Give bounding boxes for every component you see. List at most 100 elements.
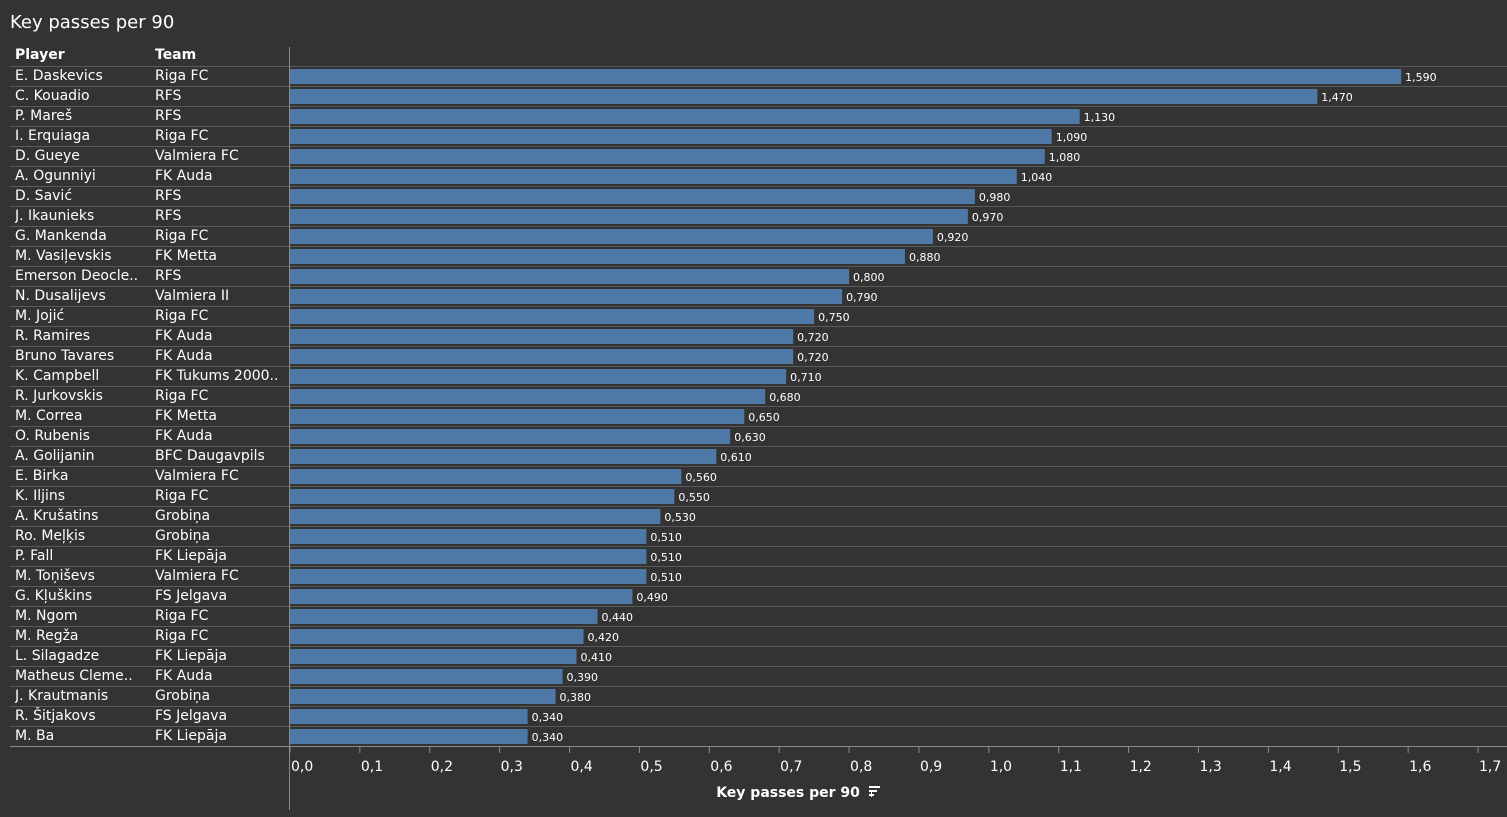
player-name[interactable]: R. Šitjakovs <box>15 708 96 724</box>
bar[interactable] <box>290 389 766 404</box>
bar[interactable] <box>290 369 787 384</box>
bar[interactable] <box>290 689 556 704</box>
team-name[interactable]: Riga FC <box>155 388 209 404</box>
bar[interactable] <box>290 629 584 644</box>
column-header-player[interactable]: Player <box>15 47 65 63</box>
player-name[interactable]: G. Mankenda <box>15 228 107 244</box>
team-name[interactable]: FK Liepāja <box>155 648 227 664</box>
bar[interactable] <box>290 609 598 624</box>
bar[interactable] <box>290 669 563 684</box>
bar[interactable] <box>290 469 682 484</box>
team-name[interactable]: FK Auda <box>155 328 213 344</box>
bar[interactable] <box>290 549 647 564</box>
bar[interactable] <box>290 109 1080 124</box>
bar[interactable] <box>290 289 843 304</box>
team-name[interactable]: RFS <box>155 108 182 124</box>
team-name[interactable]: FK Liepāja <box>155 728 227 744</box>
player-name[interactable]: I. Erquiaga <box>15 128 91 144</box>
bar[interactable] <box>290 449 717 464</box>
team-name[interactable]: FS Jelgava <box>155 708 228 724</box>
team-name[interactable]: Grobiņa <box>155 508 211 524</box>
player-name[interactable]: M. Jojić <box>15 308 65 324</box>
player-name[interactable]: A. Golijanin <box>15 448 95 464</box>
bar[interactable] <box>290 569 647 584</box>
team-name[interactable]: Riga FC <box>155 608 209 624</box>
team-name[interactable]: Valmiera FC <box>155 568 239 584</box>
sort-descending-icon[interactable] <box>868 785 881 801</box>
bar[interactable] <box>290 169 1017 184</box>
team-name[interactable]: FK Auda <box>155 168 213 184</box>
team-name[interactable]: Grobiņa <box>155 528 211 544</box>
bar[interactable] <box>290 649 577 664</box>
bar[interactable] <box>290 729 528 744</box>
player-name[interactable]: R. Ramires <box>15 328 91 344</box>
player-name[interactable]: Emerson Deocle.. <box>15 268 139 284</box>
team-name[interactable]: RFS <box>155 188 182 204</box>
team-name[interactable]: Valmiera FC <box>155 468 239 484</box>
player-name[interactable]: A. Ogunniyi <box>15 168 96 184</box>
bar[interactable] <box>290 249 905 264</box>
bar[interactable] <box>290 509 661 524</box>
bar[interactable] <box>290 129 1052 144</box>
team-name[interactable]: Riga FC <box>155 308 209 324</box>
team-name[interactable]: BFC Daugavpils <box>155 448 265 464</box>
player-name[interactable]: Ro. Meļķis <box>15 528 86 544</box>
player-name[interactable]: D. Gueye <box>15 148 80 164</box>
team-name[interactable]: FK Metta <box>155 248 217 264</box>
team-name[interactable]: FK Auda <box>155 668 213 684</box>
team-name[interactable]: FS Jelgava <box>155 588 228 604</box>
player-name[interactable]: A. Krušatins <box>15 508 99 524</box>
bar[interactable] <box>290 189 975 204</box>
player-name[interactable]: P. Fall <box>15 548 54 564</box>
team-name[interactable]: Riga FC <box>155 628 209 644</box>
player-name[interactable]: K. Campbell <box>15 368 100 384</box>
team-name[interactable]: FK Tukums 2000.. <box>155 368 279 384</box>
team-name[interactable]: RFS <box>155 268 182 284</box>
player-name[interactable]: N. Dusalijevs <box>15 288 106 304</box>
player-name[interactable]: Matheus Cleme.. <box>15 668 133 684</box>
player-name[interactable]: O. Rubenis <box>15 428 90 444</box>
bar[interactable] <box>290 529 647 544</box>
player-name[interactable]: M. Regža <box>15 628 79 644</box>
player-name[interactable]: M. Toņiševs <box>15 568 95 584</box>
player-name[interactable]: M. Correa <box>15 408 83 424</box>
team-name[interactable]: Valmiera FC <box>155 148 239 164</box>
player-name[interactable]: M. Ngom <box>15 608 78 624</box>
player-name[interactable]: J. Krautmanis <box>15 688 109 704</box>
player-name[interactable]: Bruno Tavares <box>15 348 115 364</box>
team-name[interactable]: FK Auda <box>155 428 213 444</box>
player-name[interactable]: E. Daskevics <box>15 68 103 84</box>
bar[interactable] <box>290 409 745 424</box>
player-name[interactable]: D. Savić <box>15 188 73 204</box>
player-name[interactable]: M. Vasiļevskis <box>15 248 112 264</box>
bar[interactable] <box>290 69 1402 84</box>
player-name[interactable]: R. Jurkovskis <box>15 388 103 404</box>
team-name[interactable]: Grobiņa <box>155 688 211 704</box>
team-name[interactable]: RFS <box>155 88 182 104</box>
player-name[interactable]: E. Birka <box>15 468 69 484</box>
bar[interactable] <box>290 349 794 364</box>
bar[interactable] <box>290 229 933 244</box>
bar[interactable] <box>290 269 850 284</box>
team-name[interactable]: FK Auda <box>155 348 213 364</box>
player-name[interactable]: L. Silagadze <box>15 648 100 664</box>
bar[interactable] <box>290 149 1045 164</box>
team-name[interactable]: FK Liepāja <box>155 548 227 564</box>
player-name[interactable]: G. Kļuškins <box>15 588 93 604</box>
bar[interactable] <box>290 589 633 604</box>
team-name[interactable]: Riga FC <box>155 128 209 144</box>
team-name[interactable]: Riga FC <box>155 228 209 244</box>
bar[interactable] <box>290 309 815 324</box>
team-name[interactable]: Riga FC <box>155 68 209 84</box>
player-name[interactable]: M. Ba <box>15 728 55 744</box>
player-name[interactable]: K. Iljins <box>15 488 66 504</box>
bar[interactable] <box>290 429 731 444</box>
bar[interactable] <box>290 209 968 224</box>
player-name[interactable]: P. Mareš <box>15 108 73 124</box>
bar[interactable] <box>290 89 1318 104</box>
player-name[interactable]: J. Ikaunieks <box>15 208 95 224</box>
player-name[interactable]: C. Kouadio <box>15 88 90 104</box>
column-header-team[interactable]: Team <box>155 47 197 63</box>
bar[interactable] <box>290 709 528 724</box>
bar[interactable] <box>290 489 675 504</box>
